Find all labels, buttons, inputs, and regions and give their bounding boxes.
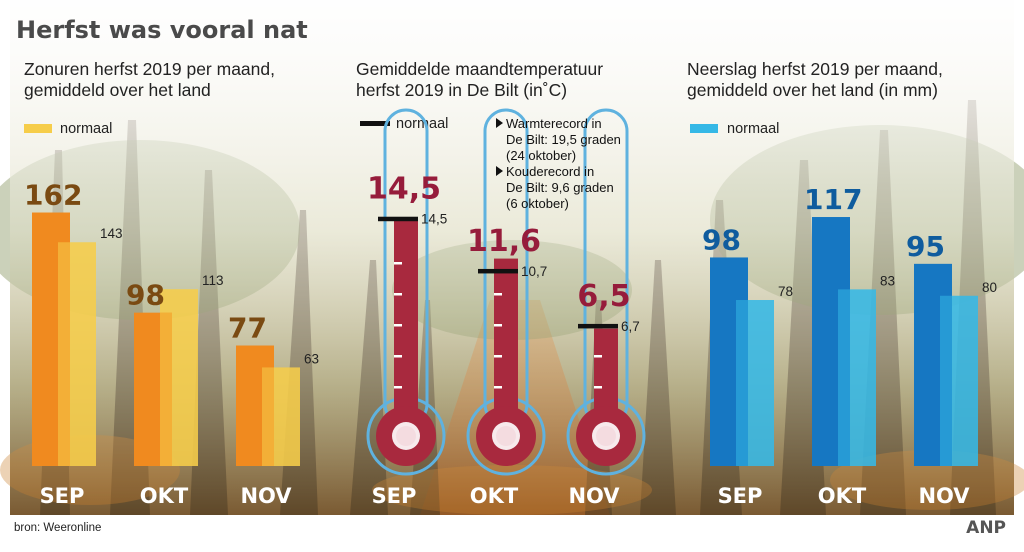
thermometer-mercury [394,218,418,436]
thermometer-tick [494,355,502,358]
panel-title-line: gemiddeld over het land [24,80,211,100]
category-label-sun-nov: NOV [240,484,292,508]
annotation-line: (6 oktober) [506,196,569,211]
bar-overlap-rain-okt [838,289,850,466]
value-label-rain-nov: 95 [906,230,945,263]
page-title: Herfst was vooral nat [16,16,308,44]
value-label-rain-okt: 117 [804,183,862,216]
bar-overlap-sun-okt [160,312,172,466]
thermometer-tick [494,324,502,327]
normal-marker-temp-sep [378,216,418,222]
thermometer-tick [594,386,602,389]
value-label-sun-sep: 162 [24,179,82,212]
thermometer-tick [494,386,502,389]
normal-label-temp-okt: 10,7 [521,264,547,279]
normal-label-rain-sep: 78 [778,284,793,299]
category-label-temp-nov: NOV [568,484,620,508]
bar-overlap-sun-sep [58,242,70,466]
legend-label-rain: normaal [727,121,779,137]
value-label-rain-sep: 98 [702,223,741,256]
annotation-line: Warmterecord in [506,116,602,131]
thermometer-nov: 6,7 6,5 NOV [566,108,646,508]
panel-title-line: Zonuren herfst 2019 per maand, [24,59,275,79]
normal-label-sun-nov: 63 [304,351,319,366]
thermometer-sep: 14,5 14,5 SEP [366,108,447,508]
panel-title-line: gemiddeld over het land (in mm) [687,80,938,100]
chart-marks: 162 143 SEP 98 113 OKT 77 63 NOV 98 78 SEP 117 83 OKT 9… [24,108,997,508]
panel-title-line: herfst 2019 in De Bilt (in˚C) [356,80,567,100]
normal-label-temp-nov: 6,7 [621,319,640,334]
annotation-line: (24 oktober) [506,148,576,163]
thermometer-tick [494,293,502,296]
category-label-rain-okt: OKT [818,484,867,508]
legend-label-sun: normaal [60,121,112,137]
value-label-sun-nov: 77 [228,312,267,345]
panel-titles: Zonuren herfst 2019 per maand,gemiddeld … [24,59,943,100]
value-label-temp-okt: 11,6 [467,224,541,259]
thermometer-tick [394,386,402,389]
annotation-arrow-icon [496,166,503,176]
thermometer-tick [394,355,402,358]
category-label-rain-sep: SEP [718,484,763,508]
normal-marker-temp-okt [478,268,518,274]
legend-swatch-normal-rain [690,124,718,133]
annotation-arrow-icon [496,118,503,128]
category-label-temp-okt: OKT [470,484,519,508]
source-label: bron: Weeronline [14,522,101,534]
legend-label-temp: normaal [396,116,448,132]
thermometer-okt: 10,7 11,6 OKT [466,108,547,508]
normal-label-sun-sep: 143 [100,226,123,241]
category-label-temp-sep: SEP [372,484,417,508]
value-label-temp-sep: 14,5 [367,172,441,207]
thermometer-bulb-shine [596,426,616,446]
footer-strip [10,515,1014,552]
annotation-line: Kouderecord in [506,164,594,179]
annotation-line: De Bilt: 19,5 graden [506,132,621,147]
normal-marker-temp-nov [578,323,618,329]
legend-marker-normal-temp [360,121,390,126]
bar-overlap-rain-sep [736,300,748,466]
anp-logo: ANP [966,518,1006,538]
category-label-sun-okt: OKT [140,484,189,508]
panel-title-line: Neerslag herfst 2019 per maand, [687,59,943,79]
normal-label-temp-sep: 14,5 [421,212,447,227]
category-label-sun-sep: SEP [40,484,85,508]
thermometer-tick [594,355,602,358]
normal-label-rain-okt: 83 [880,273,895,288]
legend-swatch-normal-sun [24,124,52,133]
thermometer-tick [394,262,402,265]
thermometer-tick [394,293,402,296]
value-label-temp-nov: 6,5 [577,279,630,314]
panel-title-line: Gemiddelde maandtemperatuur [356,59,603,79]
value-label-sun-okt: 98 [126,279,165,312]
category-label-rain-nov: NOV [918,484,970,508]
annotation-line: De Bilt: 9,6 graden [506,180,614,195]
bar-overlap-sun-nov [262,367,274,466]
thermometer-bulb-shine [396,426,416,446]
legends: normaal normaal normaal [24,116,779,137]
thermometer-bulb-shine [496,426,516,446]
bar-overlap-rain-nov [940,295,952,466]
normal-label-rain-nov: 80 [982,280,997,295]
normal-label-sun-okt: 113 [202,273,224,288]
thermometer-tick [394,324,402,327]
